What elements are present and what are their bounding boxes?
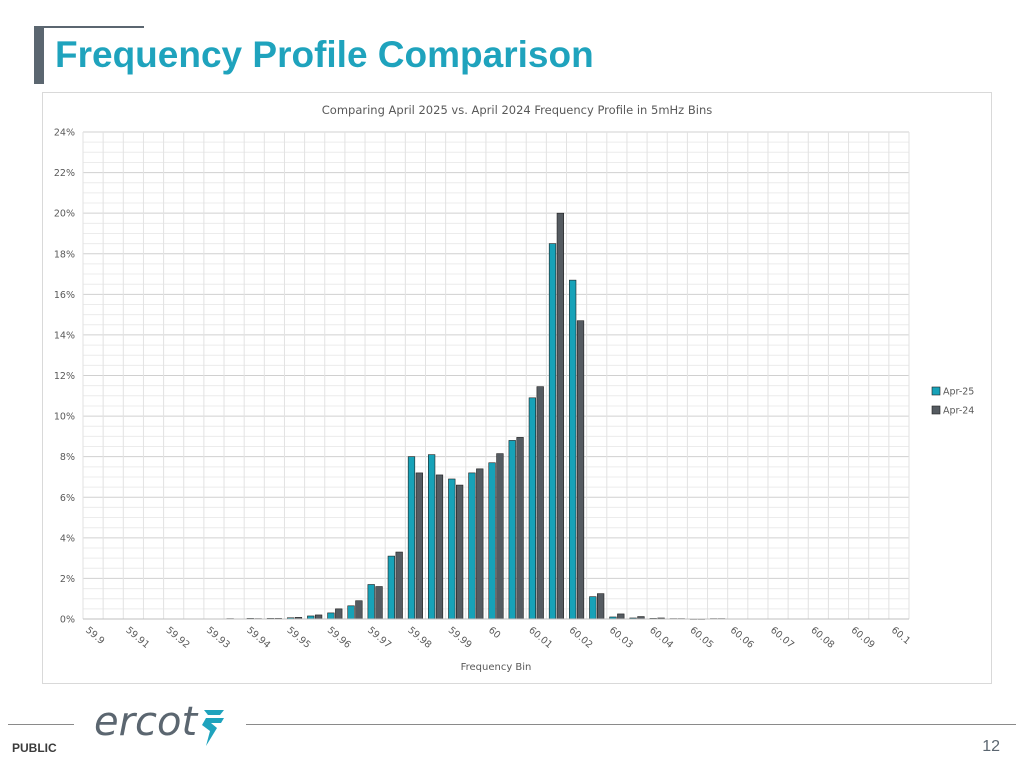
slide-title: Frequency Profile Comparison [55,34,594,75]
bar-apr-24 [476,468,484,620]
y-tick-label: 0% [60,615,75,626]
x-tick-label: 60.02 [567,625,595,651]
chart-frame: Comparing April 2025 vs. April 2024 Freq… [42,92,992,684]
bar-apr-25 [407,456,416,620]
bar-apr-25 [367,584,375,620]
title-rule [34,26,144,28]
x-tick-label: 59.98 [405,625,433,651]
x-tick-label: 60.04 [647,625,675,651]
x-tick-label: 60.01 [526,625,554,651]
y-tick-label: 18% [54,249,75,260]
footer-rule-right [246,724,1016,725]
bar-apr-24 [597,593,605,620]
x-tick-label: 60.06 [728,625,756,651]
y-tick-label: 6% [60,493,75,504]
page-number: 12 [982,738,1000,755]
logo-text: ercot [94,699,199,745]
bar-apr-25 [448,478,456,620]
legend-swatch-apr-25 [931,386,941,396]
bar-apr-24 [496,453,504,620]
x-tick-label: 60 [486,625,502,641]
x-tick-label: 59.97 [365,625,393,651]
legend-swatch-apr-24 [931,405,941,415]
x-tick-label: 59.95 [285,625,313,651]
bar-apr-24 [395,551,403,620]
x-tick-label: 59.93 [204,625,232,651]
footer-rule-left [8,724,74,725]
y-tick-label: 12% [54,371,75,382]
y-tick-label: 24% [54,128,75,139]
bar-apr-24 [355,600,363,620]
public-label: PUBLIC [12,741,57,755]
y-tick-label: 8% [60,452,75,463]
bolt-icon [202,710,224,746]
legend-label: Apr-24 [943,406,974,417]
bar-apr-24 [314,614,323,620]
bar-apr-25 [528,397,536,620]
bar-apr-25 [347,605,355,620]
x-tick-label: 59.92 [164,625,192,651]
x-tick-label: 59.91 [123,625,151,651]
bar-apr-24 [556,212,564,620]
y-tick-label: 20% [54,209,75,220]
bar-apr-24 [456,484,464,620]
bar-apr-24 [617,613,625,620]
ercot-logo: ercot [94,699,224,746]
title-accent-bar [34,26,44,84]
bar-apr-24 [375,586,383,620]
x-axis-title: Frequency Bin [461,662,532,673]
bar-apr-24 [536,386,544,620]
legend: Apr-25 Apr-24 [931,386,974,417]
bar-apr-25 [327,612,335,620]
y-tick-label: 2% [60,574,75,585]
x-tick-label: 60.09 [849,625,877,651]
bar-apr-25 [488,462,496,620]
x-tick-label: 60.05 [688,625,716,651]
x-tick-label: 60.08 [808,625,836,651]
bar-apr-25 [589,596,597,620]
y-tick-label: 10% [54,412,75,423]
y-axis: 0% 2% 4% 6% 8% 10% 12% 14% 16% 18% 20% 22% 24% [54,128,75,626]
bar-apr-25 [468,472,476,620]
bar-apr-25 [548,243,557,620]
x-tick-label: 59.96 [325,625,353,651]
bar-apr-25 [569,279,577,620]
x-tick-label: 60.07 [768,625,796,651]
bar-apr-25 [508,440,516,620]
bar-apr-25 [387,555,395,620]
frequency-profile-chart: Comparing April 2025 vs. April 2024 Freq… [54,103,974,673]
x-tick-label: 60.1 [889,625,912,647]
y-tick-label: 4% [60,533,75,544]
x-tick-label: 59.99 [446,625,474,651]
bar-apr-24 [415,472,423,620]
x-tick-label: 59.94 [244,625,272,651]
y-tick-label: 14% [54,330,75,341]
bar-apr-24 [335,608,343,620]
chart-title: Comparing April 2025 vs. April 2024 Freq… [322,103,712,117]
x-tick-label: 59.9 [83,625,106,647]
y-tick-label: 22% [54,168,75,179]
bar-apr-24 [576,320,585,620]
bar-apr-24 [516,437,524,620]
y-tick-label: 16% [54,290,75,301]
bar-apr-24 [435,474,444,620]
bar-apr-25 [428,454,436,620]
x-axis: 59.9 59.91 59.92 59.93 59.94 59.95 59.96 59.97 5… [83,618,912,651]
x-tick-label: 60.03 [607,625,635,651]
gridlines [82,131,910,620]
legend-label: Apr-25 [943,387,974,398]
